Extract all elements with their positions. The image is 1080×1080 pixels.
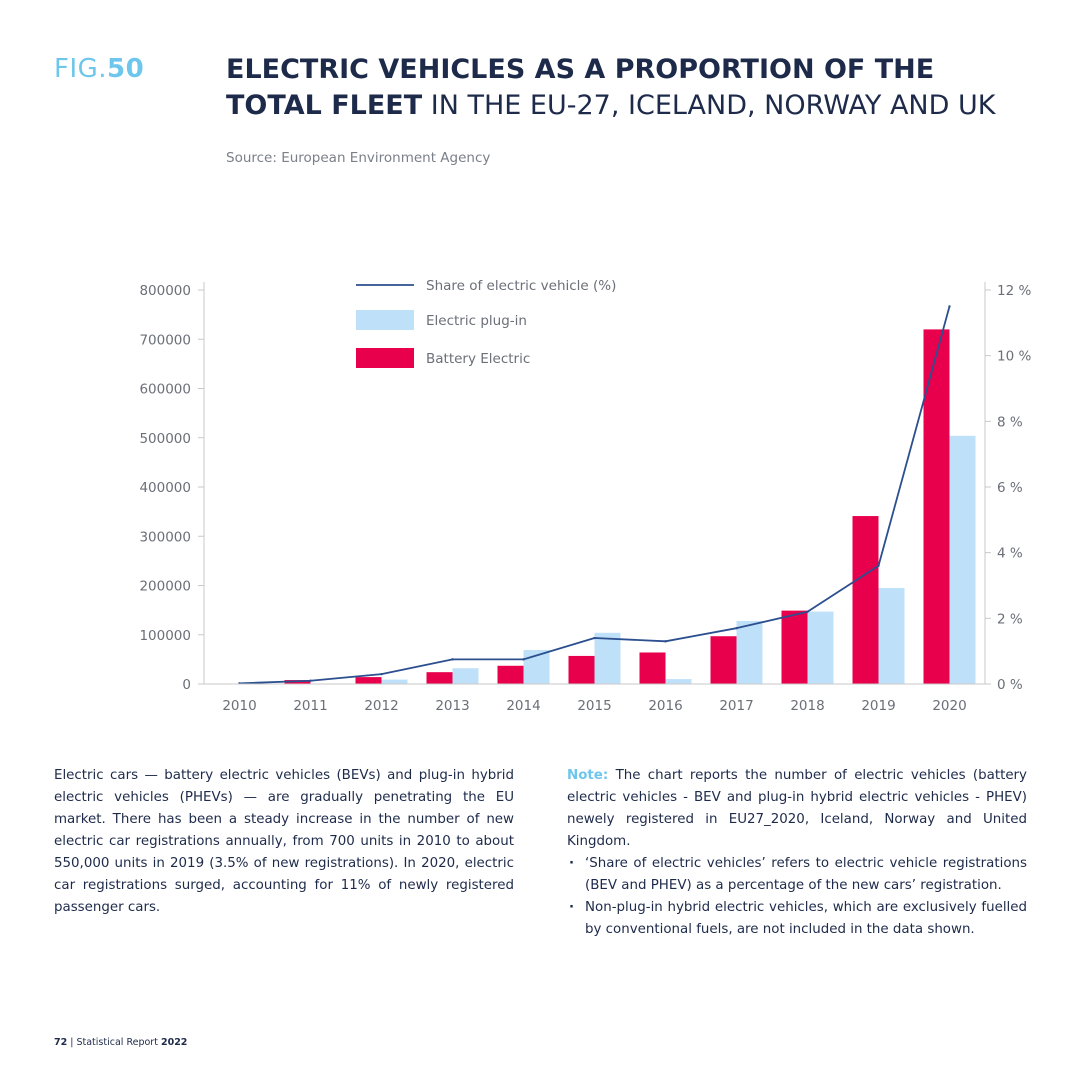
left-tick-label: 100000 [139,628,191,644]
share-line-point [877,564,880,567]
right-tick-label: 10 % [997,349,1031,365]
share-line-point [522,658,525,661]
left-tick-label: 300000 [139,529,191,545]
bar-battery-electric [781,610,808,684]
legend: Share of electric vehicle (%) Electric pl… [356,278,616,368]
report-year: 2022 [160,1037,188,1048]
x-tick-label: 2014 [506,698,540,714]
bar-battery-electric [426,672,453,684]
left-tick-label: 0 [182,677,191,693]
x-tick-label: 2017 [719,698,753,714]
legend-swatch [356,348,414,368]
share-line-point [309,679,312,682]
left-tick-label: 500000 [139,431,191,447]
x-axis: 2010 2011 2012 2013 2014 2015 2016 2017 2018 2019… [204,683,985,714]
chart-title: ELECTRIC VEHICLES AS A PROPORTION OF THE… [226,52,1026,124]
x-tick-label: 2016 [648,698,682,714]
share-line-point [380,672,383,676]
bar-electric-plug-in [949,435,976,684]
note-text: The chart reports the number of electric… [567,768,1027,849]
description-paragraph: Electric cars — battery electric vehicle… [54,768,514,915]
right-tick-label: 0 % [997,677,1023,693]
share-line-point [735,626,738,630]
legend-item: Share of electric vehicle (%) [356,278,616,294]
note-bullet: ‘Share of electric vehicles’ refers to e… [567,853,1027,897]
title-line-1: ELECTRIC VEHICLES AS A PROPORTION OF THE [226,54,935,85]
right-tick-label: 6 % [997,480,1023,496]
figure-number-value: 50 [107,54,145,84]
page-number: 72 [54,1037,68,1048]
page-footer: 72 | Statistical Report 2022 [54,1037,187,1048]
bar-battery-electric [355,677,382,684]
legend-label: Battery Electric [426,351,530,367]
bar-electric-plug-in [594,632,621,684]
note-label: Note: [567,768,609,783]
legend-label: Share of electric vehicle (%) [426,278,616,294]
note-block: Note: The chart reports the number of el… [567,765,1027,941]
right-tick-label: 2 % [997,611,1023,627]
share-line-path [239,306,951,685]
bar-battery-electric [710,636,737,684]
bar-battery-electric [639,652,666,684]
legend-label: Electric plug-in [426,313,527,329]
report-name: Statistical Report [76,1037,161,1048]
left-tick-label: 800000 [139,283,191,299]
bar-electric-plug-in [665,679,692,684]
x-tick-label: 2013 [435,698,469,714]
x-tick-label: 2018 [790,698,824,714]
legend-item: Electric plug-in [356,310,527,330]
share-line-point [451,658,454,661]
bars [213,329,976,684]
title-line-2-rest: IN THE EU-27, ICELAND, NORWAY AND UK [422,90,996,121]
left-tick-label: 200000 [139,579,191,595]
x-tick-label: 2020 [932,698,966,714]
x-tick-label: 2010 [222,698,256,714]
title-line-2-bold: TOTAL FLEET [226,90,423,121]
share-line-point [664,640,667,643]
x-tick-label: 2011 [293,698,327,714]
figure-number: FIG.50 [54,54,144,84]
bar-electric-plug-in [381,679,408,684]
bar-battery-electric [568,655,595,684]
note-bullets: ‘Share of electric vehicles’ refers to e… [567,853,1027,941]
bar-electric-plug-in [736,620,763,684]
x-tick-label: 2015 [577,698,611,714]
bar-electric-plug-in [807,611,834,684]
x-tick-label: 2012 [364,698,398,714]
bar-battery-electric [852,516,879,684]
right-tick-label: 8 % [997,414,1023,430]
bar-electric-plug-in [878,587,905,684]
chart: 0 100000 200000 300000 400000 500000 600000 700… [139,278,1031,714]
left-axis: 0 100000 200000 300000 400000 500000 600000 700… [139,282,205,693]
legend-item: Battery Electric [356,348,530,368]
left-tick-label: 400000 [139,480,191,496]
share-line [238,305,951,685]
right-tick-label: 12 % [997,283,1031,299]
source-note: Source: European Environment Agency [226,150,491,166]
legend-swatch [356,310,414,330]
left-tick-label: 600000 [139,382,191,398]
right-axis: 0 % 2 % 4 % 6 % 8 % 10 % 12 % [984,282,1031,693]
footer-separator: | [67,1037,77,1048]
bar-electric-plug-in [452,668,479,684]
share-line-point [593,636,596,640]
note-bullet: Non-plug-in hybrid electric vehicles, wh… [567,897,1027,941]
left-tick-label: 700000 [139,332,191,348]
x-tick-label: 2019 [861,698,895,714]
bar-battery-electric [497,665,524,684]
figure-prefix: FIG. [54,54,108,84]
share-line-point [948,305,951,308]
right-tick-label: 4 % [997,546,1023,562]
bar-battery-electric [923,329,950,684]
share-line-point [806,610,809,613]
